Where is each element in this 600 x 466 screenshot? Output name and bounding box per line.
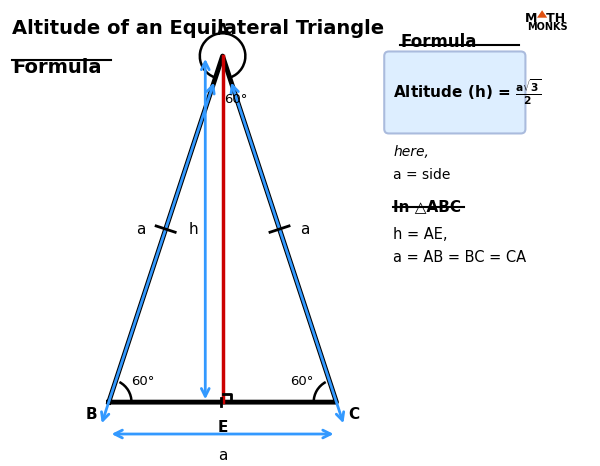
Point <box>397 42 404 48</box>
Text: 60°: 60° <box>290 376 314 389</box>
Point <box>515 42 522 48</box>
Text: here,: here, <box>394 145 429 159</box>
Text: a = AB = BC = CA: a = AB = BC = CA <box>394 250 526 265</box>
FancyBboxPatch shape <box>384 51 526 133</box>
Text: A: A <box>217 23 229 38</box>
Text: MONKS: MONKS <box>527 22 568 32</box>
Text: h: h <box>189 222 199 237</box>
Text: a: a <box>136 222 145 237</box>
Text: Altitude of an Equilateral Triangle: Altitude of an Equilateral Triangle <box>12 19 384 38</box>
Text: a: a <box>218 448 227 463</box>
Text: 60°: 60° <box>131 376 155 389</box>
Text: Formula: Formula <box>400 33 476 51</box>
Text: a: a <box>300 222 309 237</box>
Point <box>390 205 397 210</box>
Text: In △ABC: In △ABC <box>394 199 461 214</box>
Text: C: C <box>348 407 359 422</box>
Text: h = AE,: h = AE, <box>394 227 448 242</box>
Text: Altitude (h) = $\mathbf{\frac{a\sqrt{3}}{2}}$: Altitude (h) = $\mathbf{\frac{a\sqrt{3}}… <box>394 78 542 107</box>
Text: M  TH: M TH <box>525 12 565 25</box>
Text: a = side: a = side <box>394 168 451 182</box>
Point <box>460 205 467 210</box>
Text: E: E <box>217 420 228 435</box>
Text: 60°: 60° <box>224 93 247 106</box>
Text: B: B <box>86 407 97 422</box>
Text: Formula: Formula <box>12 58 101 77</box>
